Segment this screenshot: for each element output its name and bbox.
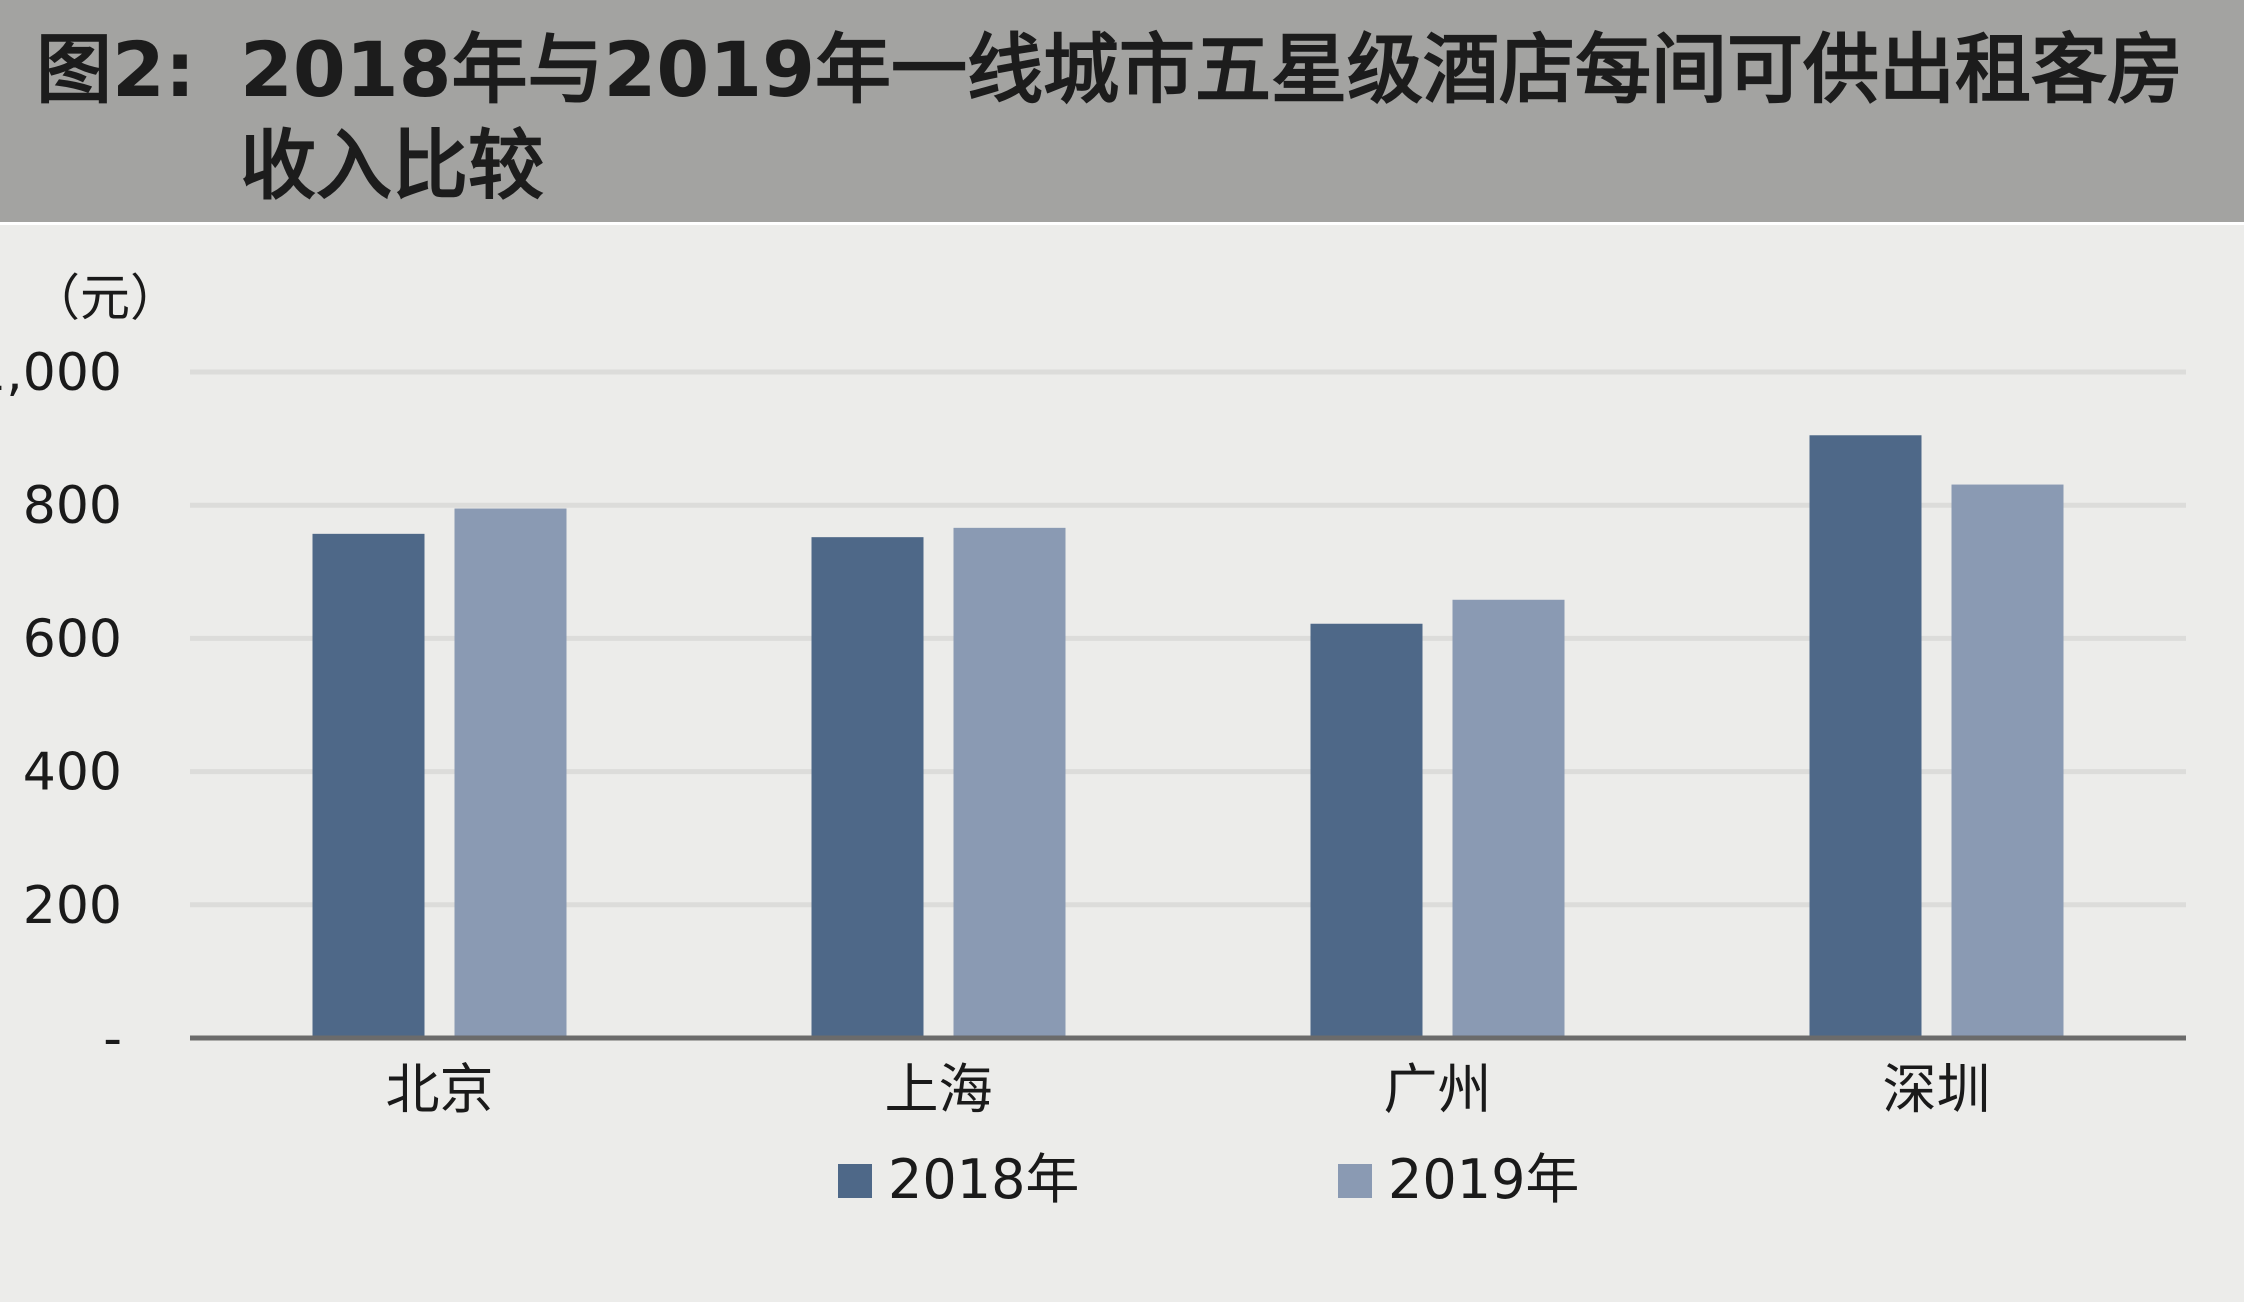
y-tick-label: 200 [23, 876, 122, 936]
figure-label: 图2: [36, 25, 196, 114]
bar-series-2-cat-1 [953, 527, 1066, 1038]
y-tick-label: 400 [23, 743, 122, 803]
x-category-label: 上海 [885, 1058, 993, 1121]
bars [312, 435, 2064, 1039]
y-axis-ticks: - 200 400 600 800 1,000 [0, 343, 122, 1069]
y-tick-label: - [103, 1009, 122, 1069]
legend: 2018年 2019年 [838, 1148, 1579, 1211]
bar-series-2-cat-2 [1452, 599, 1565, 1038]
bar-series-2-cat-0 [454, 508, 567, 1038]
x-category-label: 深圳 [1883, 1058, 1991, 1121]
x-category-label: 北京 [386, 1058, 494, 1121]
legend-label: 2018年 [888, 1148, 1079, 1211]
y-tick-label: 800 [23, 476, 122, 536]
bar-series-1-cat-1 [811, 537, 924, 1038]
y-axis-unit-label: （元） [30, 269, 180, 327]
x-category-label: 广州 [1384, 1058, 1492, 1121]
bar-series-1-cat-3 [1809, 435, 1922, 1038]
y-tick-label: 1,000 [0, 343, 122, 403]
bar-series-1-cat-0 [312, 533, 425, 1038]
bar-series-2-cat-3 [1951, 484, 2064, 1039]
legend-swatch [838, 1164, 872, 1198]
y-tick-label: 600 [23, 609, 122, 669]
legend-swatch [1338, 1164, 1372, 1198]
figure-title: 2018年与2019年一线城市五星级酒店每间可供出租客房收入比较 [240, 25, 2184, 210]
figure-header: 图2: 2018年与2019年一线城市五星级酒店每间可供出租客房收入比较 [0, 0, 2244, 225]
legend-label: 2019年 [1388, 1148, 1579, 1211]
bar-series-1-cat-2 [1310, 623, 1423, 1038]
x-axis-categories: 北京 上海 广州 深圳 [386, 1058, 1991, 1121]
